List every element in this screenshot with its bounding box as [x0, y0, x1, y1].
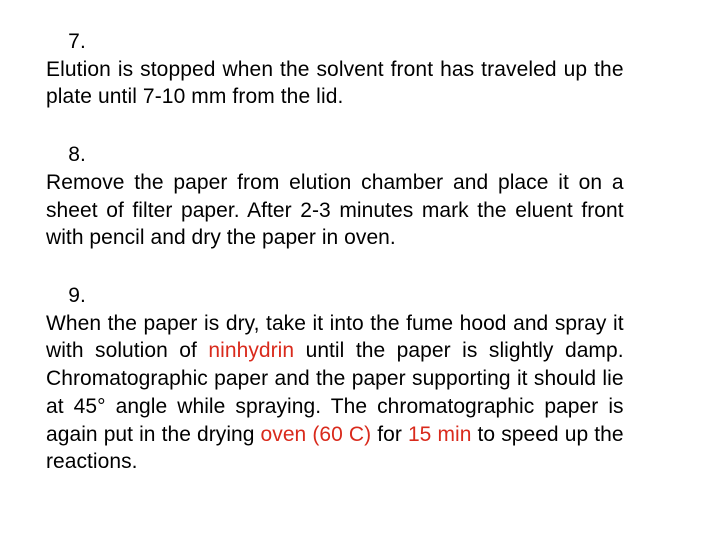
- item-number: 7.: [46, 28, 93, 56]
- item-body-8: Remove the paper from elution chamber an…: [46, 169, 624, 252]
- item-number: 9.: [46, 282, 93, 310]
- body-text: Remove the paper from elution chamber an…: [46, 171, 624, 249]
- item-body-9: When the paper is dry, take it into the …: [46, 310, 624, 476]
- list-item-9: 9. When the paper is dry, take it into t…: [46, 282, 674, 476]
- item-number: 8.: [46, 141, 93, 169]
- highlight-text: 15 min: [408, 423, 472, 446]
- highlight-text: ninhydrin: [208, 339, 294, 362]
- item-body-7: Elution is stopped when the solvent fron…: [46, 56, 624, 111]
- page: 7. Elution is stopped when the solvent f…: [0, 0, 720, 496]
- body-text: for: [371, 423, 408, 446]
- highlight-text: oven (60 C): [261, 423, 372, 446]
- list-item-8: 8. Remove the paper from elution chamber…: [46, 141, 674, 252]
- body-text: Elution is stopped when the solvent fron…: [46, 58, 624, 109]
- list-item-7: 7. Elution is stopped when the solvent f…: [46, 28, 674, 111]
